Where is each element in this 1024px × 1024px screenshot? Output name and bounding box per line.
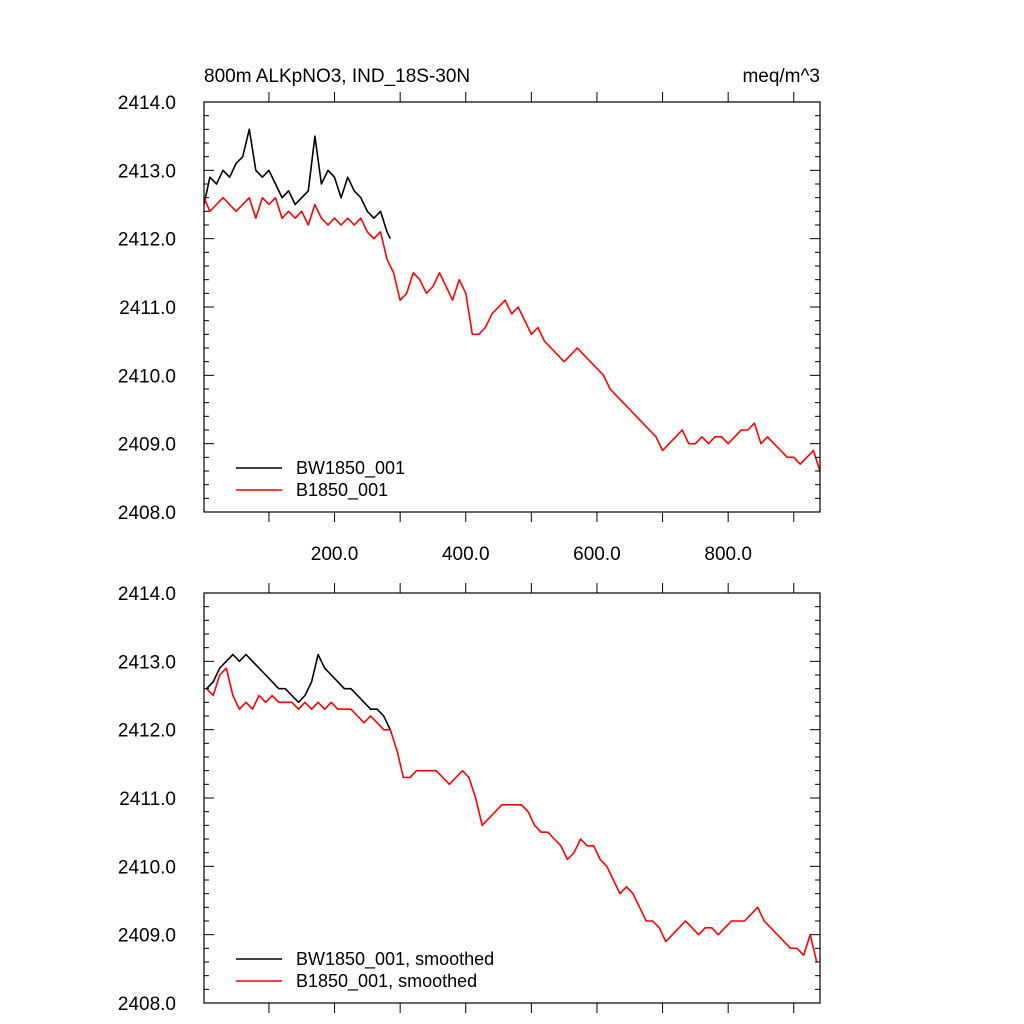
x-tick-label: 400.0 — [442, 544, 490, 565]
legend-label: B1850_001 — [296, 480, 388, 501]
y-tick-label: 2414.0 — [118, 584, 176, 605]
y-tick-label: 2412.0 — [118, 721, 176, 742]
y-tick-label: 2414.0 — [118, 93, 176, 114]
series-line-bw1850-001-smoothed — [206, 653, 392, 731]
y-tick-label: 2413.0 — [118, 652, 176, 673]
legend-label: BW1850_001 — [296, 458, 405, 479]
series-line-bw1850-001 — [204, 128, 392, 240]
y-tick-label: 2411.0 — [119, 298, 176, 319]
y-tick-label: 2408.0 — [118, 503, 176, 524]
series-line-b1850-001 — [204, 196, 820, 472]
plot-frame — [203, 101, 821, 513]
y-tick-label: 2409.0 — [118, 926, 176, 947]
y-tick-label: 2409.0 — [118, 435, 176, 456]
legend-label: B1850_001, smoothed — [296, 971, 477, 992]
y-tick-label: 2410.0 — [118, 366, 176, 387]
y-tick-label: 2410.0 — [118, 857, 176, 878]
panel-bottom-smoothed: 2408.0 2409.0 2410.0 2411.0 2412.0 2413.0 2414… — [118, 583, 821, 1015]
legend-label: BW1850_001, smoothed — [296, 949, 494, 970]
chart-title: 800m ALKpNO3, IND_18S-30N — [204, 66, 470, 87]
x-tick-label: 600.0 — [573, 544, 621, 565]
panel-top-raw: 2408.0 2409.0 2410.0 2411.0 2412.0 2413.0 2414… — [118, 92, 821, 565]
plot-frame — [203, 592, 821, 1004]
y-tick-label: 2408.0 — [118, 994, 176, 1015]
x-tick-label: 800.0 — [704, 544, 752, 565]
series-line-b1850-001-smoothed — [206, 667, 818, 963]
y-tick-label: 2411.0 — [119, 789, 176, 810]
x-tick-label: 200.0 — [311, 544, 359, 565]
units-label: meq/m^3 — [742, 66, 820, 87]
y-tick-label: 2413.0 — [118, 161, 176, 182]
y-tick-label: 2412.0 — [118, 230, 176, 251]
